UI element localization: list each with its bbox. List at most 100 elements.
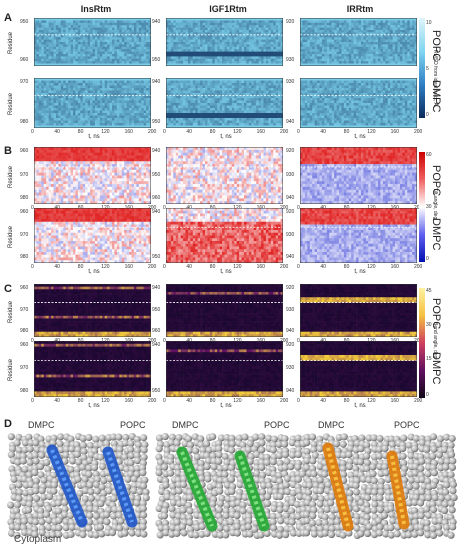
heatmap-cell xyxy=(358,20,362,24)
heatmap-cell xyxy=(99,44,103,48)
heatmap-cell xyxy=(239,110,242,114)
heatmap-cell xyxy=(178,54,181,57)
heatmap-cell xyxy=(53,105,57,109)
heatmap-cell xyxy=(385,30,389,33)
heatmap-cell xyxy=(73,44,76,48)
heatmap-cell xyxy=(73,110,76,114)
heatmap-cell xyxy=(168,93,172,96)
heatmap-cell xyxy=(200,30,203,33)
heatmap-cell xyxy=(170,90,174,94)
heatmap-cell xyxy=(77,25,81,28)
heatmap-cell xyxy=(121,51,125,55)
heatmap-cell xyxy=(116,63,120,66)
heatmap-cell xyxy=(77,118,81,121)
heatmap-cell xyxy=(205,61,208,64)
heatmap-cell xyxy=(90,56,93,60)
heatmap-cell xyxy=(214,103,218,106)
heatmap-cell xyxy=(339,27,342,31)
heatmap-cell xyxy=(107,98,110,101)
heatmap-cell xyxy=(124,39,127,43)
heatmap-cell xyxy=(60,125,64,128)
heatmap-cell xyxy=(180,37,184,40)
heatmap-cell xyxy=(36,90,40,94)
heatmap-cell xyxy=(60,80,64,84)
heatmap-cell xyxy=(170,46,174,50)
heatmap-cell xyxy=(302,30,306,33)
heatmap-cell xyxy=(202,125,206,128)
heatmap-cell xyxy=(190,83,194,86)
heatmap-cell xyxy=(46,25,49,28)
heatmap-cell xyxy=(173,34,177,38)
heatmap-cell xyxy=(148,46,151,50)
heatmap-cell xyxy=(63,120,66,124)
heatmap-cell xyxy=(146,22,149,26)
heatmap-cell xyxy=(375,83,379,86)
heatmap-cell xyxy=(129,93,132,96)
heatmap-cell xyxy=(329,27,332,31)
heatmap-cell xyxy=(97,37,101,40)
heatmap-cell xyxy=(273,85,276,89)
heatmap-cell xyxy=(97,42,101,45)
heatmap-cell xyxy=(207,78,211,81)
heatmap-cell xyxy=(226,44,230,48)
heatmap-cell xyxy=(307,80,311,84)
heatmap-cell xyxy=(136,22,140,26)
heatmap-cell xyxy=(378,30,381,33)
heatmap-cell xyxy=(307,51,311,55)
heatmap-cell xyxy=(231,115,235,119)
heatmap-cell xyxy=(246,108,250,111)
heatmap-cell xyxy=(214,108,218,111)
heatmap-cell xyxy=(214,63,218,66)
heatmap-cell xyxy=(222,113,225,116)
heatmap-cell xyxy=(63,105,66,109)
heatmap-cell xyxy=(404,49,408,52)
heatmap-cell xyxy=(205,110,208,114)
heatmap-cell xyxy=(168,63,172,66)
heatmap-cell xyxy=(275,46,279,50)
heatmap-cell xyxy=(116,85,120,89)
heatmap-cell xyxy=(207,100,211,104)
heatmap-cell xyxy=(395,51,398,55)
heatmap-cell xyxy=(85,110,88,114)
heatmap-cell xyxy=(180,34,184,38)
heatmap-cell xyxy=(131,30,135,33)
heatmap-cell xyxy=(234,42,237,45)
heatmap-cell xyxy=(256,120,259,124)
heatmap-cell xyxy=(148,113,151,116)
heatmap-cell xyxy=(197,100,201,104)
heatmap-cell xyxy=(309,56,313,60)
heatmap-cell xyxy=(166,22,169,26)
heatmap-cell xyxy=(387,20,391,24)
heatmap-cell xyxy=(222,37,225,40)
heatmap-cell xyxy=(229,58,233,62)
heatmap-cell xyxy=(68,83,71,86)
heatmap-cell xyxy=(85,95,88,99)
heatmap-cell xyxy=(217,42,220,45)
heatmap-cell xyxy=(51,51,54,55)
heatmap-cell xyxy=(261,18,264,21)
heatmap-cell xyxy=(212,95,216,99)
heatmap-cell xyxy=(326,83,330,86)
heatmap-cell xyxy=(180,42,184,45)
heatmap-cell xyxy=(195,120,198,124)
heatmap-cell xyxy=(107,39,110,43)
heatmap-cell xyxy=(205,63,208,66)
heatmap-cell xyxy=(378,56,381,60)
heatmap-cell xyxy=(80,27,84,31)
heatmap-cell xyxy=(222,120,225,124)
heatmap-cell xyxy=(409,44,413,48)
heatmap-cell xyxy=(126,83,130,86)
heatmap-cell xyxy=(104,34,108,38)
heatmap-cell xyxy=(104,125,108,128)
heatmap-cell xyxy=(404,27,408,31)
heatmap-cell xyxy=(346,51,350,55)
heatmap-cell xyxy=(73,85,76,89)
heatmap-cell xyxy=(278,110,281,114)
heatmap-cell xyxy=(392,42,396,45)
heatmap-cell xyxy=(104,108,108,111)
heatmap-cell xyxy=(202,30,206,33)
heatmap-cell xyxy=(178,123,181,126)
heatmap-cell xyxy=(341,63,345,66)
heatmap-cell xyxy=(278,18,281,21)
heatmap-cell xyxy=(90,83,93,86)
